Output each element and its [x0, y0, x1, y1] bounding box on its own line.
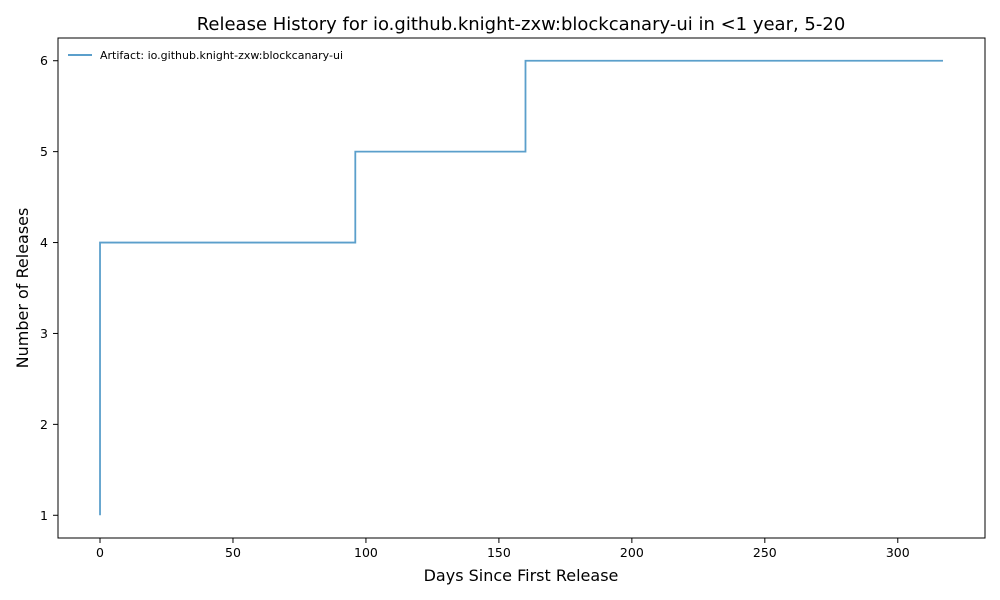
series-layer — [99, 59, 943, 516]
x-tick-label: 100 — [354, 545, 378, 560]
plot-area-frame — [57, 37, 986, 539]
x-tick-label: 150 — [487, 545, 511, 560]
x-tick-label: 50 — [225, 545, 241, 560]
x-axis-label: Days Since First Release — [424, 566, 619, 585]
x-tick-label: 300 — [886, 545, 910, 560]
legend-entry-label: Artifact: io.github.knight-zxw:blockcana… — [100, 49, 343, 62]
y-tick-label: 5 — [40, 144, 48, 159]
y-tick-label: 4 — [40, 235, 48, 250]
x-tick-label: 0 — [96, 545, 104, 560]
x-tick-label: 250 — [753, 545, 777, 560]
series-line — [99, 59, 943, 516]
y-tick-label: 3 — [40, 326, 48, 341]
x-axis-ticks: 0 50 100 150 200 250 300 — [96, 538, 910, 560]
y-tick-label: 6 — [40, 53, 48, 68]
x-tick-label: 200 — [620, 545, 644, 560]
y-tick-label: 2 — [40, 417, 48, 432]
y-tick-label: 1 — [40, 508, 48, 523]
legend: Artifact: io.github.knight-zxw:blockcana… — [68, 49, 343, 62]
y-axis-label: Number of Releases — [13, 208, 32, 369]
y-axis-ticks: 1 2 3 4 5 6 — [40, 53, 58, 523]
chart-title: Release History for io.github.knight-zxw… — [197, 14, 846, 35]
